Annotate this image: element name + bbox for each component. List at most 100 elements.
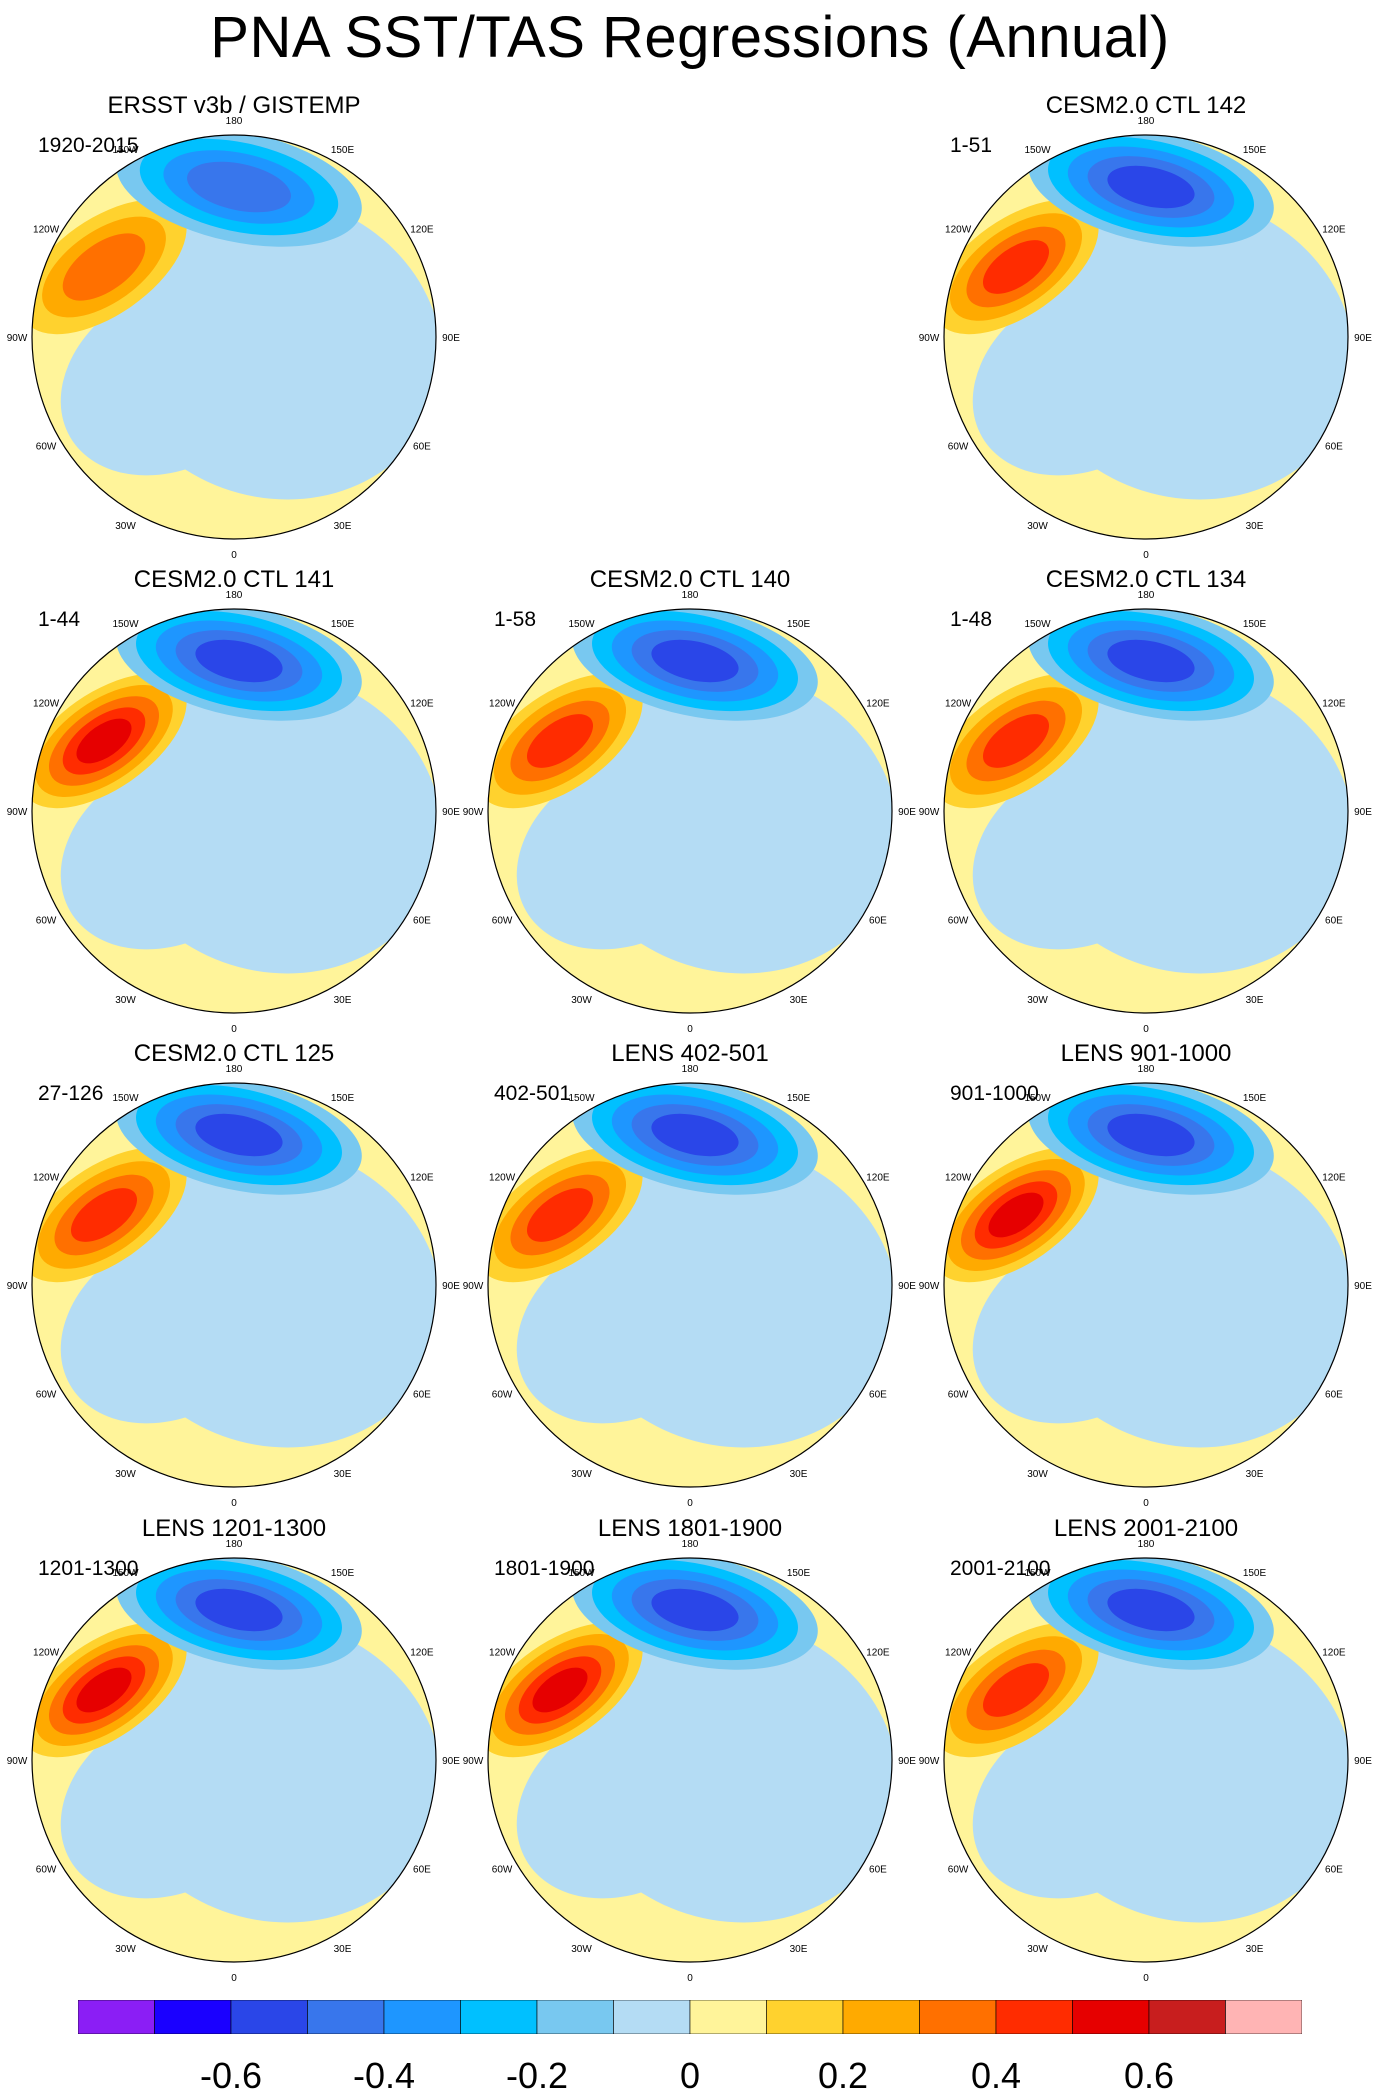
longitude-label: 150W xyxy=(1024,1568,1051,1579)
positive-anomaly xyxy=(76,718,132,764)
longitude-label: 30E xyxy=(1246,1944,1264,1955)
map-panel: CESM2.0 CTL 134 1-48 180 150E 120E 90E 60E 30E 0… xyxy=(919,566,1373,1035)
longitude-label: 120E xyxy=(1322,225,1346,236)
longitude-label: 30E xyxy=(1246,1469,1264,1480)
map-panel: ERSST v3b / GISTEMP 1920-2015 180 150E 120E 9… xyxy=(7,92,461,561)
longitude-label: 30E xyxy=(334,521,352,532)
longitude-label: 150W xyxy=(1024,145,1051,156)
longitude-label: 0 xyxy=(231,550,237,561)
polar-map: 180 150E 120E 90E 60E 30E 0 30W 60W 90W 120W 150W xyxy=(7,590,461,1035)
map-panel: CESM2.0 CTL 141 1-44 180 150E 120E 90E 60E 30E 0… xyxy=(7,566,461,1035)
longitude-label: 150W xyxy=(112,619,139,630)
polar-map: 180 150E 120E 90E 60E 30E 0 30W 60W 90W 120W 150W xyxy=(919,590,1373,1035)
longitude-label: 120E xyxy=(1322,699,1346,710)
longitude-label: 180 xyxy=(226,1539,243,1550)
longitude-label: 150E xyxy=(787,1568,811,1579)
colorbar-tick-label: 0.2 xyxy=(817,2055,869,2096)
longitude-label: 60W xyxy=(492,1390,513,1401)
longitude-label: 60E xyxy=(1325,442,1343,453)
colorbar-box xyxy=(613,2000,691,2034)
longitude-label: 120W xyxy=(945,1173,972,1184)
longitude-label: 30E xyxy=(1246,995,1264,1006)
longitude-label: 150W xyxy=(568,619,595,630)
longitude-label: 0 xyxy=(687,1498,693,1509)
polar-map: 180 150E 120E 90E 60E 30E 0 30W 60W 90W 120W 150W xyxy=(7,1064,461,1509)
colorbar-box xyxy=(78,2000,155,2034)
longitude-label: 30W xyxy=(115,995,136,1006)
longitude-label: 120E xyxy=(866,1173,890,1184)
panel-period: 402-501 xyxy=(494,1082,572,1105)
map-border xyxy=(943,134,1349,540)
longitude-label: 30W xyxy=(571,995,592,1006)
positive-anomaly xyxy=(982,714,1050,768)
longitude-label: 60W xyxy=(36,916,57,927)
longitude-label: 30W xyxy=(115,1944,136,1955)
light-blue-region xyxy=(972,1226,1200,1424)
longitude-label: 60W xyxy=(948,916,969,927)
colorbar-box xyxy=(154,2000,232,2034)
colorbar-box xyxy=(230,2000,308,2034)
longitude-label: 60W xyxy=(948,1390,969,1401)
longitude-label: 60E xyxy=(869,1865,887,1876)
colorbar-box xyxy=(995,2000,1073,2034)
light-blue-region xyxy=(972,752,1200,950)
polar-map: 180 150E 120E 90E 60E 30E 0 30W 60W 90W 120W 150W xyxy=(463,590,917,1035)
longitude-label: 180 xyxy=(226,1064,243,1075)
longitude-label: 150E xyxy=(1243,1568,1267,1579)
colorbar-box xyxy=(766,2000,844,2034)
map-border xyxy=(943,1082,1349,1488)
longitude-label: 30W xyxy=(571,1469,592,1480)
longitude-label: 90E xyxy=(898,1281,916,1292)
longitude-label: 90E xyxy=(1354,333,1372,344)
map-border xyxy=(943,1557,1349,1963)
polar-map: 180 150E 120E 90E 60E 30E 0 30W 60W 90W 120W 150W xyxy=(919,1064,1373,1509)
positive-anomaly xyxy=(532,1667,588,1713)
longitude-label: 150E xyxy=(787,1093,811,1104)
longitude-label: 90E xyxy=(1354,1281,1372,1292)
colorbar-tick-label: -0.2 xyxy=(505,2055,569,2096)
panel-title: LENS 2001-2100 xyxy=(1053,1515,1239,1542)
light-blue-region xyxy=(60,1701,288,1899)
colorbar-tick-label: 0.6 xyxy=(1123,2055,1175,2096)
panel-title: LENS 901-1000 xyxy=(1060,1040,1232,1067)
longitude-label: 60E xyxy=(413,916,431,927)
longitude-label: 120E xyxy=(410,699,434,710)
longitude-label: 90W xyxy=(919,807,940,818)
panel-period: 1-48 xyxy=(950,608,993,631)
light-blue-region xyxy=(60,278,288,476)
longitude-label: 120W xyxy=(33,225,60,236)
longitude-label: 30W xyxy=(1027,1469,1048,1480)
map-panel: CESM2.0 CTL 140 1-58 180 150E 120E 90E 60E 30E 0… xyxy=(463,566,917,1035)
negative-anomaly xyxy=(187,161,291,213)
panel-period: 1801-1900 xyxy=(494,1557,595,1580)
longitude-label: 120W xyxy=(489,1173,516,1184)
longitude-label: 150E xyxy=(787,619,811,630)
positive-anomaly xyxy=(70,1188,138,1242)
map-panel: LENS 1201-1300 1201-1300 180 150E 120E 90E 60E… xyxy=(7,1515,461,1984)
longitude-label: 120E xyxy=(866,699,890,710)
light-blue-region xyxy=(516,752,744,950)
colorbar-box xyxy=(1225,2000,1302,2034)
panel-period: 2001-2100 xyxy=(950,1557,1051,1580)
colorbar-box xyxy=(536,2000,614,2034)
longitude-label: 30W xyxy=(1027,995,1048,1006)
longitude-label: 90W xyxy=(7,1281,28,1292)
map-border xyxy=(943,608,1349,1014)
longitude-label: 0 xyxy=(231,1024,237,1035)
longitude-label: 90E xyxy=(442,333,460,344)
longitude-label: 150W xyxy=(568,1568,595,1579)
longitude-label: 150W xyxy=(112,1093,139,1104)
longitude-label: 30E xyxy=(334,1469,352,1480)
negative-anomaly xyxy=(195,639,283,683)
panel-period: 1201-1300 xyxy=(38,1557,139,1580)
longitude-label: 0 xyxy=(687,1024,693,1035)
longitude-label: 60E xyxy=(869,1390,887,1401)
colorbar-tick-label: -0.4 xyxy=(352,2055,416,2096)
polar-map: 180 150E 120E 90E 60E 30E 0 30W 60W 90W 120W 150W xyxy=(919,1539,1373,1984)
longitude-label: 60E xyxy=(413,442,431,453)
colorbar-box xyxy=(842,2000,920,2034)
map-border xyxy=(487,608,893,1014)
longitude-label: 90W xyxy=(7,333,28,344)
panel-period: 27-126 xyxy=(38,1082,104,1105)
map-panel: LENS 901-1000 901-1000 180 150E 120E 90E 60E 30… xyxy=(919,1040,1373,1509)
